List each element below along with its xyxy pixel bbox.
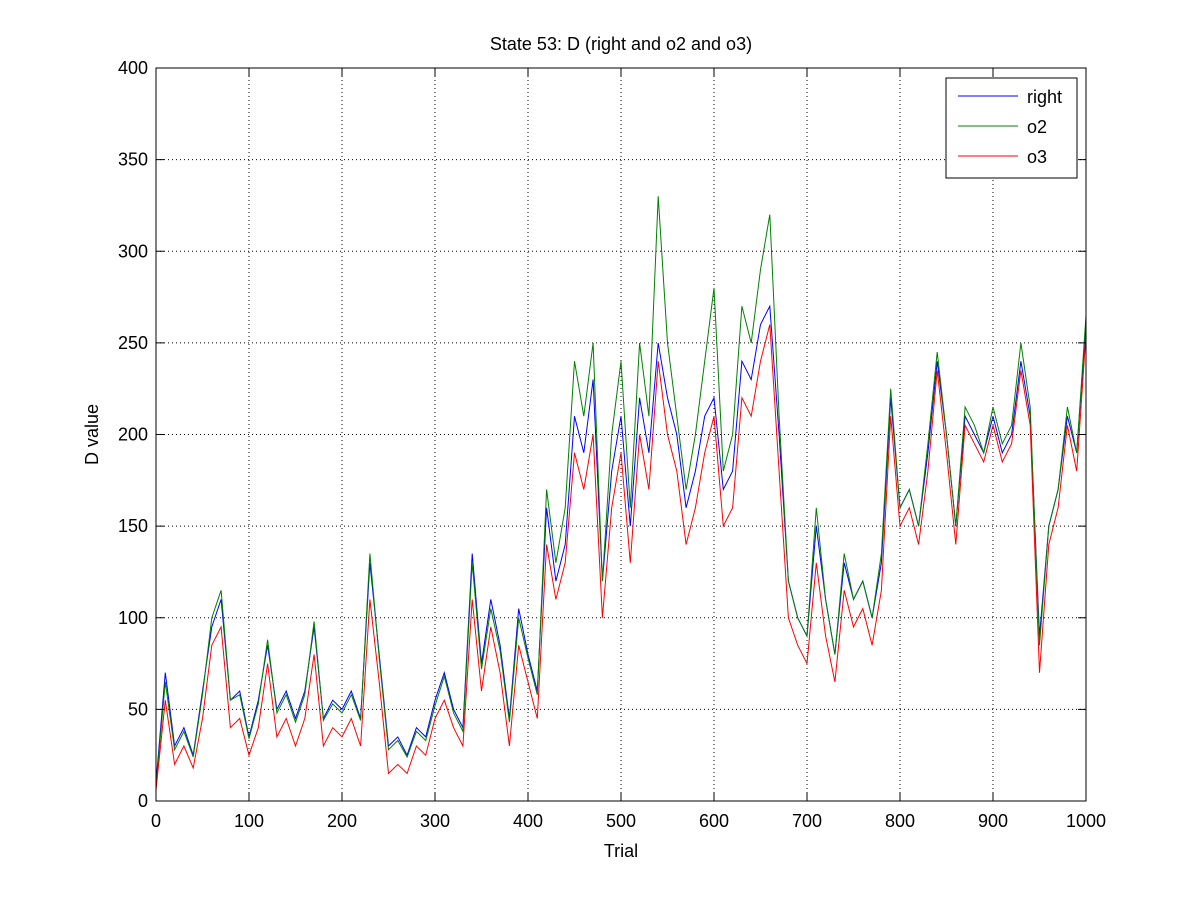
x-tick-label: 300 (420, 811, 450, 831)
legend-label-o3: o3 (1027, 147, 1047, 167)
y-tick-label: 150 (118, 516, 148, 536)
y-tick-label: 200 (118, 425, 148, 445)
grid (156, 68, 1086, 801)
x-axis-label: Trial (604, 841, 638, 861)
series-line-o3 (155, 324, 1087, 791)
y-tick-label: 400 (118, 58, 148, 78)
y-axis-label: D value (82, 404, 102, 465)
legend-label-o2: o2 (1027, 117, 1047, 137)
chart-title: State 53: D (right and o2 and o3) (490, 34, 752, 54)
x-tick-label: 200 (327, 811, 357, 831)
x-tick-label: 800 (885, 811, 915, 831)
y-tick-label: 300 (118, 241, 148, 261)
x-tick-label: 0 (151, 811, 161, 831)
series-line-o2 (155, 196, 1087, 787)
y-tick-label: 0 (138, 791, 148, 811)
y-tick-label: 50 (128, 699, 148, 719)
x-tick-label: 700 (792, 811, 822, 831)
x-tick-label: 600 (699, 811, 729, 831)
ticks: 0 100 200 300 400 500 600 700 800 900 1000 0 50 100 15… (118, 58, 1106, 831)
legend: right o2 o3 (945, 77, 1078, 179)
y-tick-label: 350 (118, 150, 148, 170)
x-tick-label: 400 (513, 811, 543, 831)
series-lines (155, 196, 1087, 791)
x-tick-label: 100 (234, 811, 264, 831)
x-tick-label: 500 (606, 811, 636, 831)
y-tick-label: 250 (118, 333, 148, 353)
legend-label-right: right (1027, 87, 1062, 107)
y-tick-label: 100 (118, 608, 148, 628)
x-tick-label: 900 (978, 811, 1008, 831)
legend-box (945, 77, 1078, 179)
x-tick-label: 1000 (1066, 811, 1106, 831)
